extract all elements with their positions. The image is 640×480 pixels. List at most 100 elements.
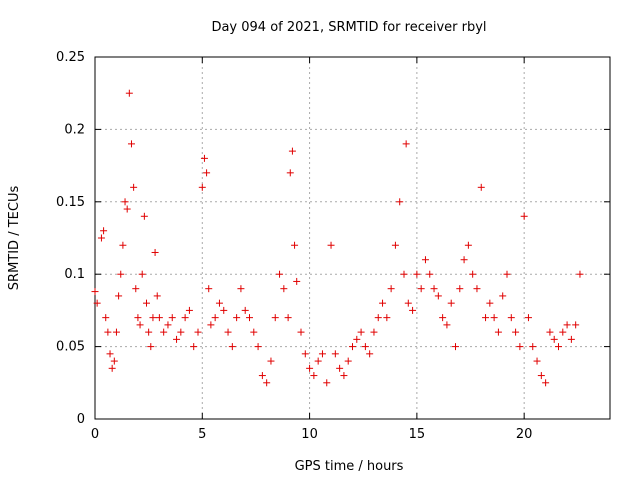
data-point (91, 288, 99, 296)
data-point (147, 343, 155, 351)
data-point (117, 270, 125, 278)
data-point (306, 364, 314, 372)
y-tick-label: 0.25 (56, 50, 85, 65)
data-point (108, 364, 116, 372)
data-point (452, 343, 459, 351)
data-point (413, 270, 421, 278)
data-point (211, 314, 219, 322)
data-point (374, 314, 382, 322)
data-point (93, 299, 101, 307)
data-point (106, 350, 114, 358)
x-axis-label: GPS time / hours (295, 459, 404, 474)
data-point (402, 140, 410, 148)
data-point (134, 314, 142, 322)
x-tick-label: 20 (516, 427, 533, 442)
data-point (542, 379, 550, 387)
chart-title: Day 094 of 2021, SRMTID for receiver rby… (211, 20, 486, 35)
data-point (115, 292, 123, 300)
data-point (391, 241, 399, 249)
plot-frame (94, 56, 611, 420)
data-point (246, 314, 253, 322)
data-point (194, 328, 202, 336)
data-point (499, 292, 507, 300)
data-point (164, 321, 172, 329)
data-point (130, 183, 138, 191)
data-point (153, 292, 161, 300)
data-point (409, 306, 417, 314)
data-point (145, 328, 153, 336)
data-point (207, 321, 215, 329)
data-point (327, 241, 335, 249)
data-point (524, 314, 532, 322)
y-tick-label: 0 (77, 412, 85, 427)
data-point (537, 372, 545, 380)
data-point (149, 314, 157, 322)
y-tick-label: 0.15 (56, 195, 85, 210)
data-point (205, 285, 213, 293)
data-point (280, 285, 288, 293)
data-point (263, 379, 271, 387)
data-point (336, 364, 344, 372)
data-point (140, 212, 148, 220)
data-point (516, 343, 524, 351)
data-point (151, 248, 159, 256)
data-point (482, 314, 490, 322)
data-point (387, 285, 395, 293)
data-point (185, 306, 193, 314)
data-point (254, 343, 262, 351)
data-point (331, 350, 339, 358)
data-point (233, 314, 241, 322)
data-point (112, 328, 120, 336)
data-point (228, 343, 236, 351)
data-point (220, 306, 228, 314)
data-point (200, 154, 208, 162)
data-point (512, 328, 520, 336)
data-points (91, 89, 584, 387)
data-point (555, 343, 562, 351)
data-point (426, 270, 434, 278)
data-point (173, 335, 181, 343)
data-point (125, 89, 133, 97)
data-point (503, 270, 511, 278)
data-point (434, 292, 442, 300)
data-point (494, 328, 502, 336)
data-point (559, 328, 567, 336)
data-point (310, 372, 318, 380)
data-point (430, 285, 438, 293)
data-point (237, 285, 245, 293)
data-point (301, 350, 309, 358)
data-point (286, 169, 294, 177)
data-point (110, 357, 118, 365)
data-point (529, 343, 537, 351)
data-point (383, 314, 391, 322)
data-point (215, 299, 223, 307)
data-point (439, 314, 447, 322)
data-point (447, 299, 455, 307)
data-point (464, 241, 472, 249)
data-point (181, 314, 189, 322)
data-point (349, 343, 356, 351)
data-point (314, 357, 322, 365)
data-point (224, 328, 232, 336)
data-point (533, 357, 541, 365)
data-point (102, 314, 110, 322)
data-point (318, 350, 326, 358)
data-point (258, 372, 266, 380)
data-point (267, 357, 275, 365)
data-point (136, 321, 144, 329)
data-point (284, 314, 292, 322)
data-point (357, 328, 365, 336)
data-point (241, 306, 249, 314)
data-point (203, 169, 211, 177)
data-point (417, 285, 425, 293)
grid (94, 56, 610, 420)
data-point (361, 343, 369, 351)
data-point (271, 314, 279, 322)
data-point (127, 140, 135, 148)
y-tick-label: 0.1 (64, 267, 85, 282)
data-point (177, 328, 185, 336)
data-point (143, 299, 150, 307)
x-tick-label: 10 (301, 427, 318, 442)
data-point (443, 321, 451, 329)
x-tick-label: 0 (91, 427, 99, 442)
